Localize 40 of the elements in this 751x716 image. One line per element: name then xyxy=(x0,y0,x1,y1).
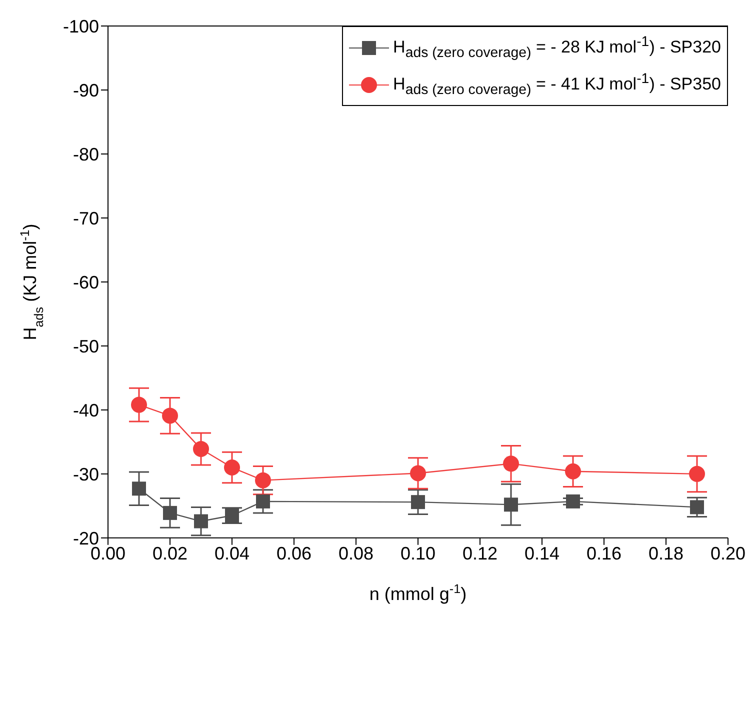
point xyxy=(503,456,519,472)
point xyxy=(690,500,704,514)
point xyxy=(132,482,146,496)
point xyxy=(193,440,209,457)
legend-label: H$_{ads (zero coverage)}$ = - 41 KJ mol$^{-1}$) - SP350 xyxy=(393,70,721,100)
point xyxy=(131,396,147,413)
x-tick-label: 0.04 xyxy=(214,544,250,564)
x-tick-label: 0.00 xyxy=(90,544,126,564)
x-tick-label: 0.12 xyxy=(462,544,498,564)
point xyxy=(566,494,580,508)
x-tick-label: 0.10 xyxy=(400,544,436,564)
point xyxy=(225,508,239,523)
y-tick-label: -50 xyxy=(72,336,99,356)
x-tick-label: 0.16 xyxy=(586,544,622,564)
legend-label: H$_{ads (zero coverage)}$ = - 28 KJ mol$^{-1}$) - SP320 xyxy=(393,33,721,64)
y-tick-label: -100 xyxy=(62,16,99,36)
x-axis-title: n (mmol g$^{-1}$) xyxy=(369,582,467,604)
x-tick-label: 0.20 xyxy=(710,544,746,564)
y-tick-label: -40 xyxy=(72,400,99,420)
x-tick-label: 0.08 xyxy=(338,544,374,564)
x-tick-label: 0.14 xyxy=(524,544,560,564)
x-tick-label: 0.02 xyxy=(152,544,188,564)
point xyxy=(410,465,426,482)
y-tick-label: -70 xyxy=(72,208,99,228)
point xyxy=(565,463,581,480)
y-tick-label: -80 xyxy=(72,144,99,164)
y-tick-label: -30 xyxy=(72,464,99,484)
point xyxy=(224,460,240,476)
point xyxy=(689,466,705,482)
point xyxy=(194,514,208,528)
y-tick-label: -90 xyxy=(72,80,99,100)
point xyxy=(411,495,425,510)
point xyxy=(255,472,271,488)
point xyxy=(162,408,178,424)
y-tick-label: -60 xyxy=(72,272,99,292)
point xyxy=(504,498,518,512)
point xyxy=(163,506,177,520)
point xyxy=(256,494,270,508)
x-tick-label: 0.06 xyxy=(276,544,312,564)
x-tick-label: 0.18 xyxy=(648,544,684,564)
